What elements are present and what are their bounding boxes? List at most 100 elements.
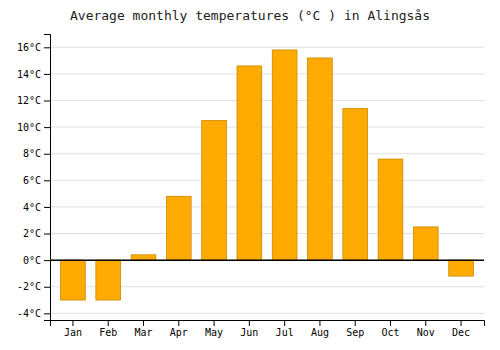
x-tick-mark [390, 320, 391, 326]
grid-line [50, 153, 484, 154]
y-tick-mark [44, 154, 50, 155]
y-tick-mark [44, 180, 50, 181]
grid-line [50, 127, 484, 128]
x-tick: Dec [452, 320, 470, 338]
y-tick-mark [44, 234, 50, 235]
bar [96, 260, 121, 300]
x-tick-label: Jan [64, 327, 82, 338]
bar [378, 159, 403, 260]
bar [166, 196, 191, 260]
y-tick-label: 6°C [23, 175, 41, 186]
x-axis-line [51, 321, 485, 327]
x-tick-mark [178, 320, 179, 326]
bar [237, 66, 262, 260]
title: Average monthly temperatures (°C ) in Al… [70, 8, 430, 23]
x-tick: Nov [417, 320, 435, 338]
x-tick: Jul [276, 320, 294, 338]
y-tick-mark [44, 127, 50, 128]
grid-line [50, 313, 484, 314]
y-tick-label: 14°C [17, 69, 41, 80]
x-tick: Jun [240, 320, 258, 338]
y-tick-mark [44, 287, 50, 288]
y-tick-label: -2°C [17, 281, 41, 292]
y-tick: 0°C [23, 255, 50, 266]
bar [413, 227, 438, 260]
x-tick-label: Feb [99, 327, 117, 338]
y-tick-label: 2°C [23, 228, 41, 239]
x-tick: Jan [64, 320, 82, 338]
x-axis: Jan Feb Mar Apr May Jun Jul Aug Sep Oct Nov Dec [51, 320, 485, 338]
y-tick-label: 10°C [17, 122, 41, 133]
y-tick-mark [44, 101, 50, 102]
x-tick-label: Mar [134, 327, 152, 338]
x-tick-label: Jul [276, 327, 294, 338]
y-tick: 6°C [23, 175, 50, 186]
x-tick-label: Aug [311, 327, 329, 338]
x-tick-mark [355, 320, 356, 326]
x-tick-label: Sep [346, 327, 364, 338]
bar [272, 50, 297, 260]
y-tick: 2°C [23, 228, 50, 239]
x-tick-mark [425, 320, 426, 326]
y-tick: 4°C [23, 202, 50, 213]
y-tick-label: 8°C [23, 148, 41, 159]
y-axis: -4°C -2°C 0°C 2°C 4°C 6°C 8°C 10°C 12°C 14°C 16°C [17, 35, 51, 321]
grid-line [50, 206, 484, 207]
x-tick: Feb [99, 320, 117, 338]
y-tick: -2°C [17, 281, 50, 292]
chart: Average monthly temperatures (°C ) in Al… [0, 0, 500, 350]
y-tick: 16°C [17, 42, 50, 53]
y-tick-label: 12°C [17, 95, 41, 106]
y-tick-mark [44, 74, 50, 75]
y-tick: 8°C [23, 148, 50, 159]
x-tick-mark [214, 320, 215, 326]
x-tick-mark [319, 320, 320, 326]
x-tick: Mar [134, 320, 152, 338]
x-tick-mark [284, 320, 285, 326]
y-tick-mark [44, 207, 50, 208]
x-tick: May [205, 320, 223, 338]
x-tick-label: May [205, 327, 223, 338]
x-tick: Apr [170, 320, 188, 338]
x-tick-mark [249, 320, 250, 326]
zero-line [50, 259, 484, 261]
y-tick: 14°C [17, 69, 50, 80]
grid-line [50, 180, 484, 181]
grid-line [50, 73, 484, 74]
x-tick-mark [108, 320, 109, 326]
y-tick-mark [44, 47, 50, 48]
y-tick-label: 0°C [23, 255, 41, 266]
x-tick-mark [143, 320, 144, 326]
y-axis-line [44, 35, 51, 321]
bar [308, 58, 333, 260]
y-tick-label: -4°C [17, 308, 41, 319]
x-tick-label: Apr [170, 327, 188, 338]
y-tick: -4°C [17, 308, 50, 319]
bars [61, 50, 474, 300]
plot: -4°C -2°C 0°C 2°C 4°C 6°C 8°C 10°C 12°C 14°C 16°C J… [17, 35, 485, 339]
y-tick: 10°C [17, 122, 50, 133]
grid-line [50, 260, 484, 261]
grid [50, 47, 484, 313]
x-tick: Oct [381, 320, 399, 338]
y-tick-label: 16°C [17, 42, 41, 53]
grid-line [50, 100, 484, 101]
grid-line [50, 47, 484, 48]
x-tick: Sep [346, 320, 364, 338]
y-tick-label: 4°C [23, 202, 41, 213]
x-tick: Aug [311, 320, 329, 338]
bar [449, 260, 474, 276]
x-tick-label: Dec [452, 327, 470, 338]
x-tick-label: Jun [240, 327, 258, 338]
y-tick: 12°C [17, 95, 50, 106]
x-tick-mark [461, 320, 462, 326]
x-tick-label: Nov [417, 327, 435, 338]
x-tick-mark [72, 320, 73, 326]
y-tick-mark [44, 313, 50, 314]
y-tick-mark [44, 260, 50, 261]
bar [131, 255, 156, 260]
x-tick-label: Oct [381, 327, 399, 338]
bar [61, 260, 86, 300]
bar [202, 120, 227, 260]
bar [343, 108, 368, 260]
